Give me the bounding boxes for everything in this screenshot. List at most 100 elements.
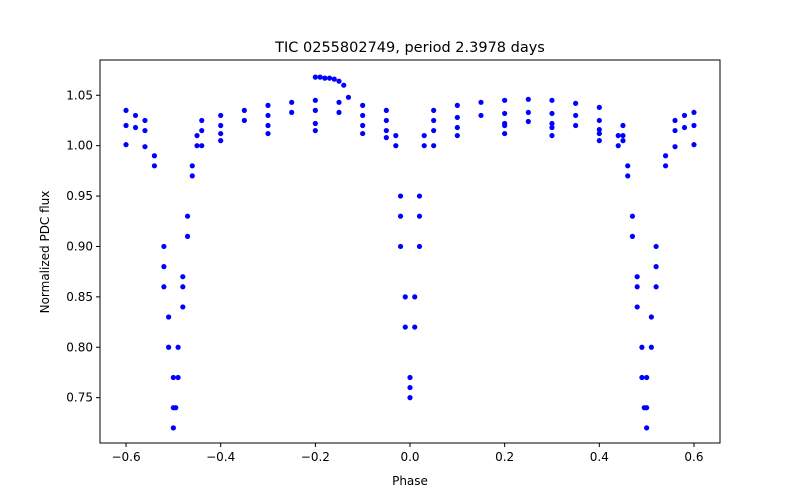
- data-point: [360, 112, 366, 119]
- data-point: [336, 109, 342, 116]
- data-point: [360, 102, 366, 108]
- y-tick-label: 0.80: [66, 340, 93, 354]
- data-point: [132, 124, 139, 131]
- data-point: [615, 132, 621, 139]
- data-point: [175, 344, 181, 350]
- data-point: [199, 117, 205, 124]
- data-point: [218, 130, 224, 137]
- data-point: [549, 97, 555, 103]
- data-point: [672, 127, 678, 134]
- x-tick-label: −0.4: [206, 450, 235, 464]
- data-point: [691, 142, 697, 148]
- data-point: [672, 144, 678, 150]
- data-point: [322, 75, 328, 81]
- data-point: [180, 304, 186, 310]
- chart-title: TIC 0255802749, period 2.3978 days: [274, 40, 545, 56]
- data-point: [312, 120, 318, 127]
- data-point: [360, 122, 366, 129]
- data-point: [170, 405, 176, 411]
- data-point: [625, 163, 631, 169]
- data-point: [336, 78, 342, 84]
- data-point: [431, 143, 437, 149]
- data-point: [383, 107, 389, 113]
- data-point: [478, 99, 484, 105]
- data-point: [412, 294, 418, 300]
- y-tick-label: 1.05: [66, 88, 93, 102]
- data-point: [331, 76, 337, 82]
- data-point: [421, 132, 427, 139]
- y-tick-label: 0.75: [66, 391, 93, 405]
- data-point: [596, 104, 602, 110]
- data-point: [312, 107, 318, 113]
- data-point: [397, 243, 404, 250]
- y-tick-label: 1.00: [66, 139, 93, 153]
- data-point: [644, 425, 650, 431]
- data-point: [596, 126, 602, 133]
- data-point: [681, 124, 688, 131]
- data-point: [662, 163, 669, 169]
- data-point: [218, 112, 224, 119]
- data-point: [199, 143, 205, 149]
- data-points: [123, 74, 697, 431]
- data-point: [326, 75, 333, 81]
- data-point: [289, 109, 295, 116]
- data-point: [123, 142, 129, 148]
- data-point: [596, 138, 602, 144]
- y-axis: 0.75 0.80 0.85 0.90 0.95 1.00 1.05: [66, 88, 100, 405]
- data-point: [625, 173, 631, 179]
- data-point: [312, 97, 318, 103]
- data-point: [596, 117, 602, 124]
- data-point: [416, 213, 423, 219]
- data-point: [180, 274, 186, 280]
- data-point: [502, 120, 508, 127]
- data-point: [123, 122, 129, 129]
- data-point: [189, 173, 195, 179]
- data-point: [454, 132, 460, 139]
- data-point: [620, 132, 626, 139]
- data-point: [265, 112, 271, 119]
- data-point: [525, 118, 531, 125]
- data-point: [161, 243, 167, 250]
- y-axis-label: Normalized PDC flux: [38, 191, 52, 314]
- data-point: [639, 344, 645, 350]
- data-point: [573, 122, 579, 129]
- data-point: [416, 243, 423, 250]
- data-point: [407, 384, 413, 391]
- data-point: [502, 97, 508, 103]
- x-axis-label: Phase: [392, 474, 428, 488]
- data-point: [312, 127, 318, 134]
- data-point: [184, 233, 191, 239]
- data-point: [383, 135, 389, 141]
- data-point: [653, 243, 659, 250]
- data-point: [629, 213, 636, 219]
- data-point: [336, 99, 342, 105]
- y-tick-label: 0.90: [66, 239, 93, 253]
- data-point: [312, 74, 318, 80]
- data-point: [151, 153, 158, 159]
- x-tick-label: −0.6: [111, 450, 140, 464]
- data-point: [407, 374, 413, 381]
- data-point: [241, 107, 247, 113]
- data-point: [241, 117, 247, 124]
- data-point: [393, 143, 399, 149]
- data-point: [573, 112, 579, 119]
- data-point: [672, 117, 678, 124]
- data-point: [123, 107, 129, 113]
- data-point: [218, 122, 224, 129]
- data-point: [402, 294, 408, 300]
- data-point: [170, 425, 176, 431]
- data-point: [189, 163, 195, 169]
- data-point: [549, 124, 555, 131]
- data-point: [397, 193, 404, 199]
- data-point: [383, 117, 389, 124]
- data-point: [180, 284, 186, 290]
- data-point: [142, 127, 148, 134]
- data-point: [431, 127, 437, 134]
- data-point: [431, 107, 437, 113]
- data-point: [397, 213, 404, 219]
- data-point: [393, 132, 399, 139]
- data-point: [634, 304, 640, 310]
- data-point: [265, 102, 271, 108]
- data-point: [620, 138, 626, 144]
